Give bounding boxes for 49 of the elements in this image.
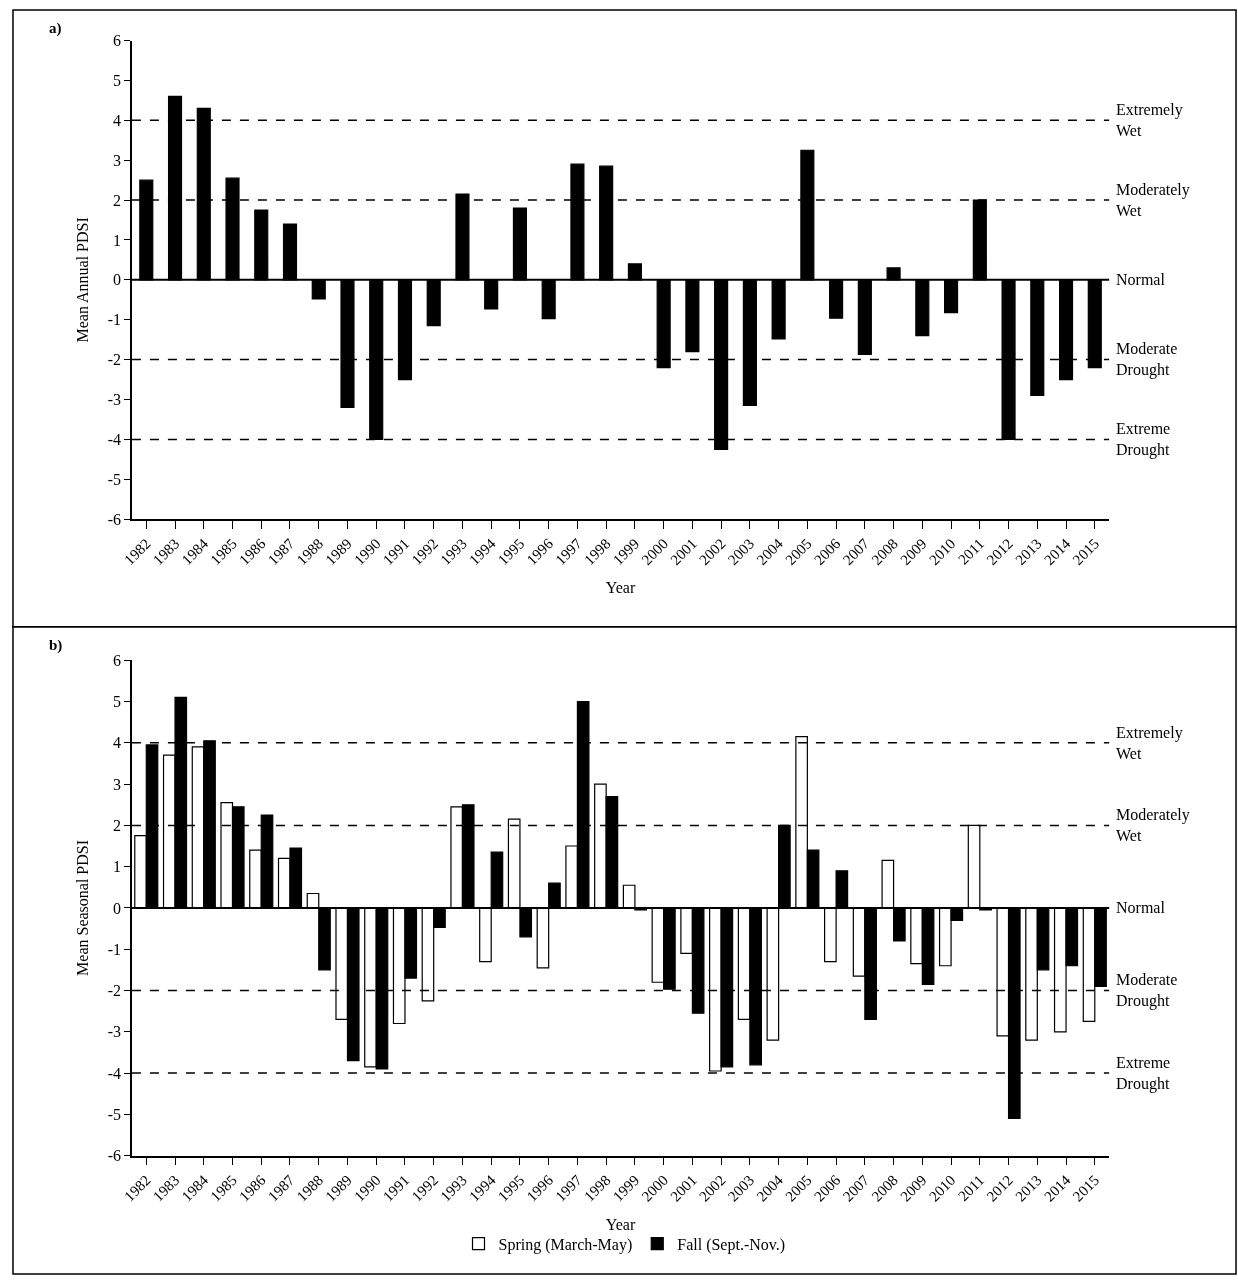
x-axis-title: Year [605, 1215, 636, 1233]
ref-line-label: Moderate Drought [1116, 971, 1178, 1010]
ref-line-label: Extreme Drought [1116, 420, 1171, 459]
y-tick-label: -5 [107, 1105, 121, 1123]
y-tick-label: -6 [107, 1147, 121, 1165]
y-tick-label: -3 [107, 391, 121, 409]
y-tick-label: 3 [112, 775, 121, 793]
y-tick-label: 2 [112, 191, 121, 209]
x-tick-label: 2011 [955, 535, 988, 568]
y-axis-title: Mean Annual PDSI [74, 217, 92, 343]
x-tick-label: 1991 [379, 535, 413, 569]
y-tick-label: -3 [107, 1023, 121, 1041]
y-tick-label: -5 [107, 470, 121, 488]
y-tick-label: -4 [107, 1064, 121, 1082]
y-tick-label: -6 [107, 510, 121, 528]
y-tick-label: 6 [112, 32, 121, 50]
y-tick-label: 2 [112, 816, 121, 834]
ref-line-label: Extremely Wet [1116, 101, 1183, 139]
text: b) [49, 637, 63, 654]
y-tick-label: 3 [112, 151, 121, 169]
ref-line-label: Normal [1116, 899, 1166, 916]
text: a) [49, 20, 62, 37]
y-tick-label: -4 [107, 430, 121, 448]
y-tick-label: 6 [112, 651, 121, 669]
y-tick-label: -2 [107, 982, 121, 1000]
y-tick-label: 1 [112, 231, 121, 249]
y-tick-label: -1 [107, 311, 121, 329]
ref-line-label: Normal [1116, 271, 1166, 288]
x-tick-label: 1991 [379, 1171, 413, 1205]
ref-line-label: Moderate Drought [1116, 340, 1178, 379]
y-tick-label: 4 [112, 111, 121, 129]
ref-line-label: Moderately Wet [1116, 181, 1190, 219]
legend-label: Spring (March-May) [498, 1235, 633, 1254]
x-tick-label: 2001 [667, 535, 700, 569]
ref-line-label: Moderately Wet [1116, 806, 1190, 844]
x-tick-label: 1999 [609, 1171, 643, 1205]
y-tick-label: 0 [112, 271, 121, 289]
legend-label: Fall (Sept.-Nov.) [677, 1235, 786, 1254]
y-tick-label: 5 [112, 693, 121, 711]
y-tick-label: 1 [112, 858, 121, 876]
y-tick-label: -2 [107, 351, 121, 369]
y-tick-label: 4 [112, 734, 121, 752]
y-tick-label: 5 [112, 72, 121, 90]
x-axis-title: Year [605, 579, 636, 597]
y-axis-title: Mean Seasonal PDSI [74, 839, 92, 976]
y-tick-label: 0 [112, 899, 121, 917]
ref-line-label: Extreme Drought [1116, 1054, 1171, 1093]
y-tick-label: -1 [107, 940, 121, 958]
ref-line-label: Extremely Wet [1116, 724, 1183, 762]
